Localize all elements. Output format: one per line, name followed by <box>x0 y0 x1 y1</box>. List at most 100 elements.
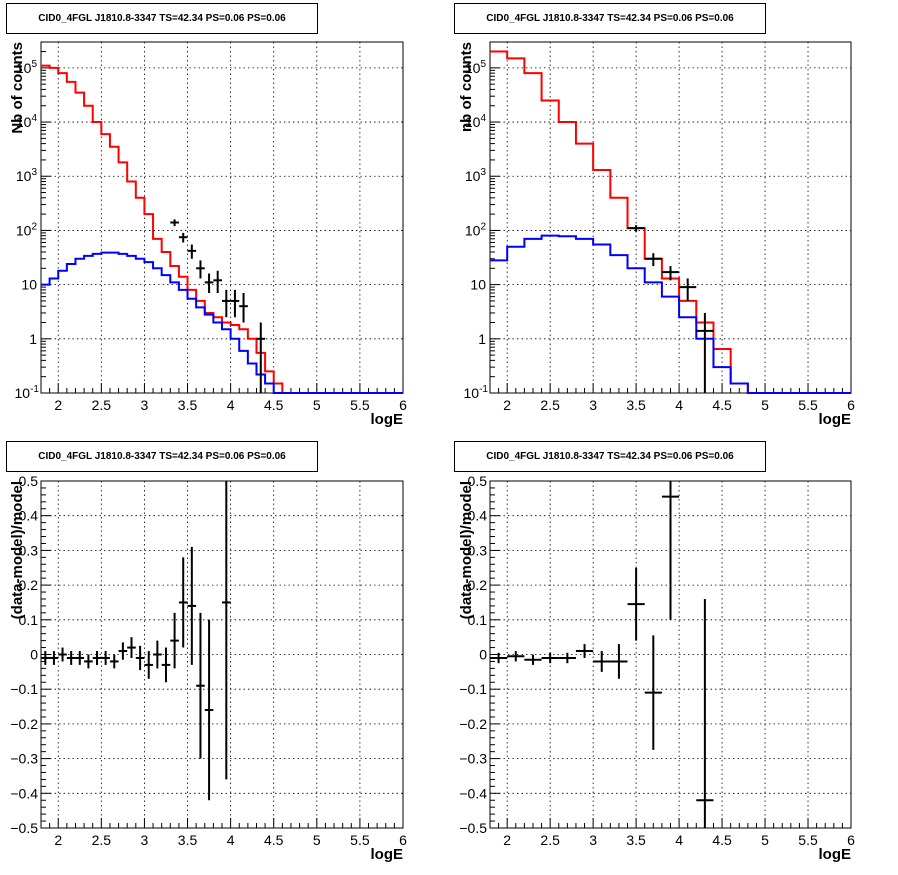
y-tick-label: 104 <box>465 113 487 130</box>
y-tick-label: −0.4 <box>10 785 38 801</box>
data-point <box>222 481 231 780</box>
x-tick-label: 3.5 <box>626 397 646 413</box>
y-tick-label: 0.3 <box>468 542 488 558</box>
residual-panel-right: CID0_4FGL J1810.8-3347 TS=42.34 PS=0.06 … <box>449 437 898 875</box>
data-point <box>118 642 128 660</box>
plot-frame <box>40 41 404 394</box>
data-point <box>196 260 205 279</box>
residual-chart: 2 2.5 3 3.5 4 4.5 5 5.5 6 −0.5 −0.4 −0.3 −0.2 −0.1 0 0.… <box>458 473 855 863</box>
y-tick-label: 103 <box>16 167 38 184</box>
data-point <box>524 654 542 665</box>
x-tick-label: 2.5 <box>540 832 560 848</box>
data-point <box>144 651 154 679</box>
y-tick-label: 102 <box>465 221 487 238</box>
axis-ticks <box>40 41 404 394</box>
y-tick-label: 10 <box>21 277 37 293</box>
y-axis-label: nb of counts <box>458 42 475 132</box>
x-tick-label: 5 <box>761 397 769 413</box>
data-point <box>627 567 645 641</box>
x-tick-label: 2 <box>503 832 511 848</box>
x-axis-label: logE <box>819 846 852 863</box>
data-point <box>575 644 594 658</box>
residual-panel-left: CID0_4FGL J1810.8-3347 TS=42.34 PS=0.06 … <box>0 437 449 875</box>
y-tick-label: 0.2 <box>19 577 39 593</box>
x-tick-label: 2.5 <box>92 397 112 413</box>
x-axis-label: logE <box>819 411 852 428</box>
data-point <box>627 225 645 232</box>
data-point <box>187 546 197 665</box>
x-tick-label: 4 <box>675 397 683 413</box>
y-tick-label: −0.3 <box>459 751 487 767</box>
y-axis-label: (data-model)/model <box>9 481 26 619</box>
data-point <box>239 293 248 323</box>
x-tick-label: 5.5 <box>798 397 818 413</box>
x-tick-label: 2 <box>54 832 62 848</box>
data-point <box>204 619 214 801</box>
plot-frame <box>489 41 852 394</box>
x-tick-label: 5.5 <box>350 397 370 413</box>
x-tick-label: 5 <box>313 832 321 848</box>
x-tick-label: 6 <box>399 397 407 413</box>
x-tick-label: 2 <box>54 397 62 413</box>
model-series-0 <box>490 50 851 394</box>
y-tick-label: −0.2 <box>459 716 487 732</box>
y-tick-label: 102 <box>16 221 38 238</box>
y-tick-label: −0.2 <box>10 716 38 732</box>
data-point <box>213 270 222 294</box>
x-tick-label: 3 <box>589 832 597 848</box>
y-tick-label: 0.5 <box>19 473 39 489</box>
x-tick-label: 4 <box>227 397 235 413</box>
data-point <box>153 640 162 669</box>
y-tick-label: −0.5 <box>10 820 38 836</box>
y-tick-label: 0.1 <box>468 612 488 628</box>
axis-ticks <box>40 480 404 829</box>
data-point <box>507 651 525 662</box>
counts-panel-left: CID0_4FGL J1810.8-3347 TS=42.34 PS=0.06 … <box>0 0 449 437</box>
panel-title: CID0_4FGL J1810.8-3347 TS=42.34 PS=0.06 … <box>6 441 318 472</box>
grid <box>41 42 404 394</box>
counts-chart: 2 2.5 3 3.5 4 4.5 5 5.5 6 10-1 1 10 102 103 104 105 logE… <box>458 41 855 428</box>
x-tick-label: 4.5 <box>712 397 732 413</box>
data-point <box>679 278 697 301</box>
data-point <box>696 312 714 393</box>
data-point <box>84 654 93 669</box>
data-point <box>58 647 67 662</box>
data-point <box>49 651 59 665</box>
x-tick-label: 6 <box>847 832 855 848</box>
model-series-0 <box>41 64 403 394</box>
y-tick-label: 0 <box>30 647 38 663</box>
model-series-1 <box>41 251 403 394</box>
y-tick-label: 105 <box>465 59 487 76</box>
data-point <box>541 652 559 664</box>
y-tick-label: 0.5 <box>468 473 488 489</box>
data-point <box>661 481 680 620</box>
y-tick-label: 0 <box>479 647 487 663</box>
axis-ticks <box>489 41 852 394</box>
grid <box>41 480 404 829</box>
x-tick-label: 3.5 <box>626 832 646 848</box>
data-point <box>101 651 110 665</box>
x-tick-label: 4 <box>675 832 683 848</box>
x-tick-label: 2 <box>503 397 511 413</box>
data-point <box>170 612 179 669</box>
data-point <box>170 219 179 227</box>
y-tick-label: −0.5 <box>459 820 487 836</box>
x-tick-label: 5.5 <box>798 832 818 848</box>
y-tick-label: 0.1 <box>19 612 39 628</box>
x-tick-label: 2.5 <box>92 832 112 848</box>
y-tick-label: 104 <box>16 113 38 130</box>
data-point <box>92 651 102 665</box>
x-tick-label: 4.5 <box>712 832 732 848</box>
y-tick-label: −0.1 <box>459 681 487 697</box>
data-point <box>230 289 240 318</box>
data-point <box>644 253 662 267</box>
x-tick-label: 5 <box>313 397 321 413</box>
x-tick-label: 3.5 <box>178 832 198 848</box>
y-tick-label: −0.3 <box>10 751 38 767</box>
grid <box>490 42 852 394</box>
panel-title: CID0_4FGL J1810.8-3347 TS=42.34 PS=0.06 … <box>454 3 766 34</box>
data-point <box>256 322 266 393</box>
x-tick-label: 4.5 <box>264 397 284 413</box>
y-tick-label: 0.3 <box>19 542 39 558</box>
counts-chart: 2 2.5 3 3.5 4 4.5 5 5.5 6 10-1 1 10 102 103 104 105 logE… <box>9 41 407 428</box>
